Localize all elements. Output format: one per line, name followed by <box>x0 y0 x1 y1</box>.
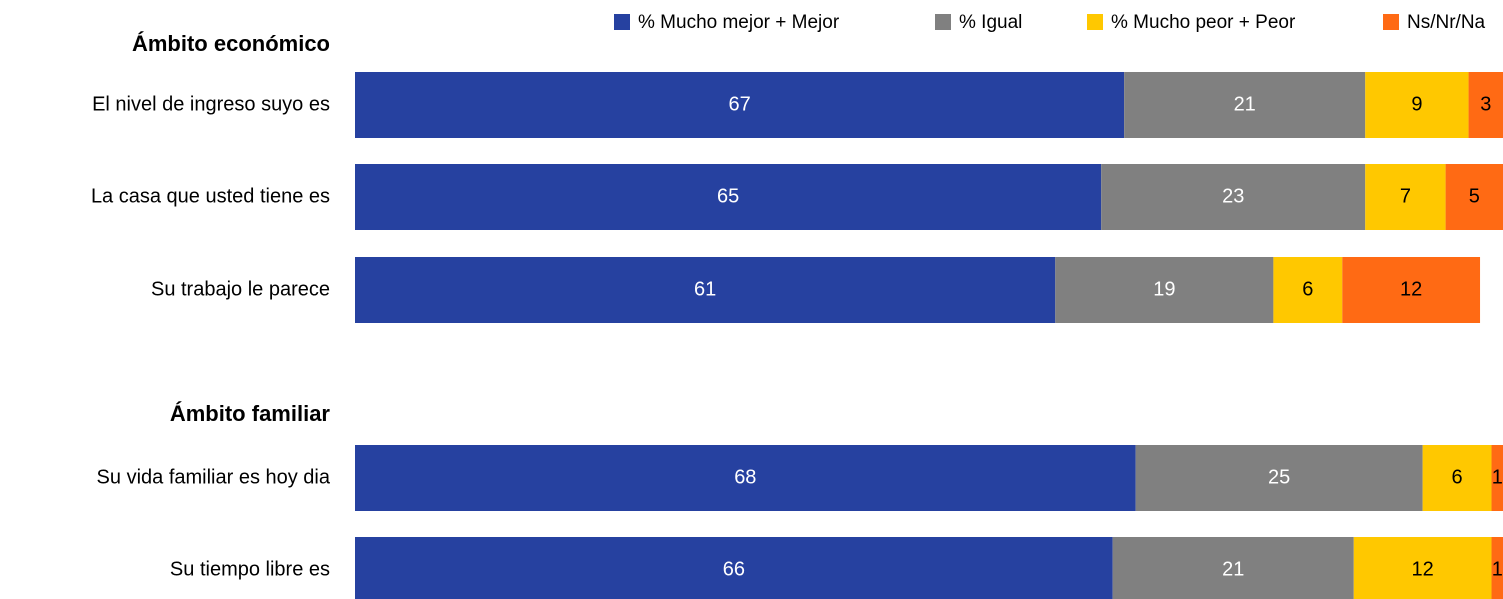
value-label: 3 <box>1480 93 1491 115</box>
value-label: 21 <box>1222 558 1244 580</box>
value-label: 6 <box>1302 278 1313 300</box>
bar-segment <box>355 445 1136 511</box>
bar-segment <box>1112 537 1354 599</box>
value-label: 1 <box>1492 558 1503 580</box>
value-label: 25 <box>1268 466 1290 488</box>
bar-segment <box>1491 445 1503 511</box>
value-label: 23 <box>1222 185 1244 207</box>
value-label: 1 <box>1492 466 1503 488</box>
value-label: 61 <box>694 278 716 300</box>
bar-segment <box>1055 257 1274 323</box>
bar-segment <box>1124 72 1366 138</box>
bar-segment <box>1365 164 1446 230</box>
category-label: El nivel de ingreso suyo es <box>92 93 330 115</box>
legend-swatch <box>935 14 951 30</box>
bar-segment <box>355 537 1113 599</box>
bar-segment <box>1445 164 1503 230</box>
value-label: 12 <box>1400 278 1422 300</box>
bar-segment <box>1491 537 1503 599</box>
group-title: Ámbito familiar <box>170 401 331 426</box>
value-label: 21 <box>1234 93 1256 115</box>
value-label: 67 <box>728 93 750 115</box>
value-label: 19 <box>1153 278 1175 300</box>
bar-segment <box>355 72 1125 138</box>
legend-label: Ns/Nr/Na <box>1407 12 1486 33</box>
category-label: Su vida familiar es hoy dia <box>97 466 331 488</box>
bar-segment <box>1353 537 1492 599</box>
value-label: 68 <box>734 466 756 488</box>
bar-segment <box>1468 72 1503 138</box>
value-label: 5 <box>1469 185 1480 207</box>
bar-segment <box>355 257 1056 323</box>
bar-segment <box>1135 445 1423 511</box>
category-label: La casa que usted tiene es <box>91 185 330 207</box>
value-label: 66 <box>723 558 745 580</box>
value-label: 9 <box>1411 93 1422 115</box>
category-label: Su tiempo libre es <box>170 558 330 580</box>
bar-segment <box>1273 257 1343 323</box>
value-label: 7 <box>1400 185 1411 207</box>
value-label: 6 <box>1452 466 1463 488</box>
bar-segment <box>1101 164 1366 230</box>
bar-segment <box>1365 72 1469 138</box>
legend-swatch <box>1087 14 1103 30</box>
bar-segment <box>1422 445 1492 511</box>
legend-swatch <box>614 14 630 30</box>
group-title: Ámbito económico <box>132 31 330 56</box>
legend-label: % Mucho mejor + Mejor <box>638 12 840 33</box>
legend-label: % Mucho peor + Peor <box>1111 12 1296 33</box>
legend-swatch <box>1383 14 1399 30</box>
value-label: 65 <box>717 185 739 207</box>
bar-segment <box>1342 257 1481 323</box>
bar-segment <box>355 164 1102 230</box>
legend-label: % Igual <box>959 12 1022 33</box>
category-label: Su trabajo le parece <box>151 278 330 300</box>
value-label: 12 <box>1412 558 1434 580</box>
